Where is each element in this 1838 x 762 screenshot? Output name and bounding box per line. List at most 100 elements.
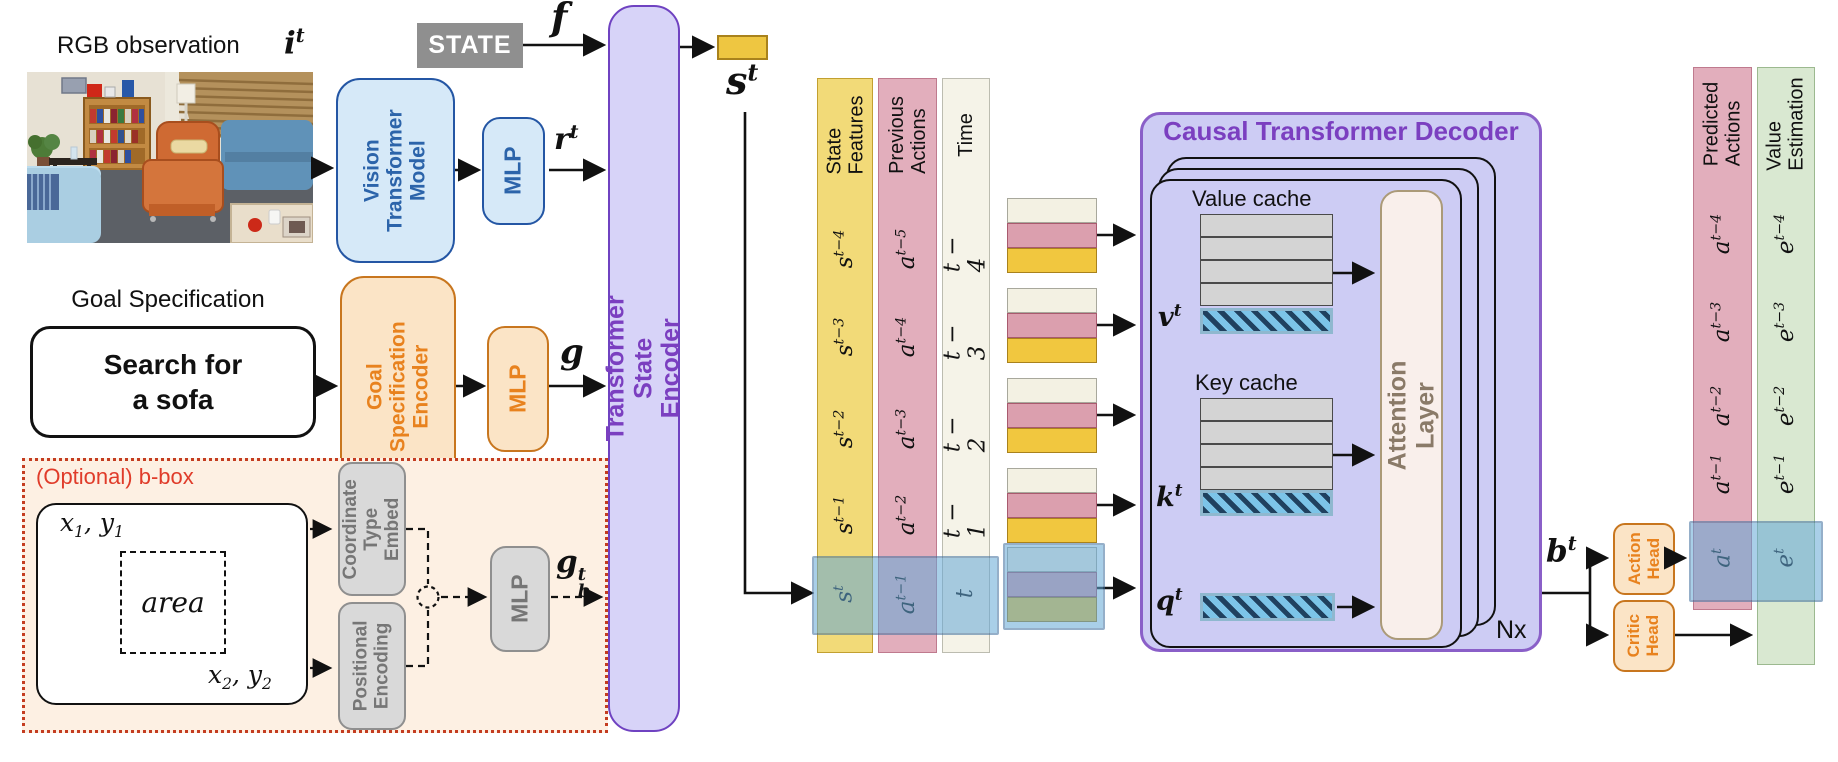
column-cell-label: et (1772, 548, 1799, 568)
bbox-area-label: area (141, 586, 205, 619)
token-group-5 (1007, 547, 1097, 622)
attention-layer-box: Attention Layer (1380, 190, 1443, 640)
state-token (1007, 518, 1097, 543)
column-previous-actions: Previous Actions at−5 at−4 at−3 at−2 at−1 (878, 78, 937, 653)
cache-row (1200, 237, 1333, 260)
cache-row (1200, 467, 1333, 490)
column-cell-label: t − 1 (939, 502, 991, 538)
state-token (1007, 428, 1097, 453)
state-input-label: STATE (428, 31, 512, 59)
proprioception-symbol: f (551, 0, 568, 39)
column-time: Time t − 4 t − 3 t − 2 t − 1 t (939, 78, 991, 653)
column-header-label: Time (954, 113, 977, 157)
column-cell-label: at−2 (1708, 385, 1736, 427)
token-group-2 (1007, 288, 1097, 363)
state-output-symbol: st (726, 58, 759, 103)
coordinate-type-embed-box: Coordinate Type Embed (338, 462, 406, 596)
state-token (1007, 248, 1097, 273)
time-token (1007, 198, 1097, 223)
action-token (1007, 403, 1097, 428)
column-cell-label: st−4 (831, 229, 858, 269)
column-value-estimation: Value Estimation et−4 et−3 et−2 et−1 et (1757, 67, 1815, 665)
column-header-state-features: State Features (818, 79, 872, 191)
state-token (1007, 338, 1097, 363)
column-cell-label: et−2 (1772, 385, 1799, 427)
key-cache-label: Key cache (1195, 370, 1298, 395)
critic-head-label: Critic Head (1624, 614, 1662, 658)
goal-specification-label: Goal Specification (71, 286, 265, 313)
goal-mlp-box: MLP (487, 326, 549, 452)
column-cell-label: at−1 (893, 573, 921, 615)
token-group-4 (1007, 468, 1097, 543)
column-cell-label: et−1 (1772, 453, 1799, 495)
column-header-label: Previous Actions (885, 96, 930, 174)
column-cell-label: et−4 (1772, 213, 1799, 255)
state-token-box (717, 35, 768, 60)
state-input-box: STATE (417, 23, 523, 68)
query-token-bar (1200, 593, 1335, 621)
cache-row (1200, 398, 1333, 421)
column-cell-label: st (831, 585, 858, 603)
column-cell-label: t − 3 (939, 324, 991, 360)
goal-text-box: Search for a sofa (30, 326, 316, 438)
decoder-output-symbol: bt (1546, 532, 1577, 570)
transformer-state-encoder-label: Transformer State Encoder (601, 295, 685, 442)
vision-output-symbol: rt (554, 122, 579, 157)
column-header-time: Time (943, 79, 989, 191)
repeat-count-label: Nx (1496, 616, 1527, 644)
column-cell-label: t − 2 (939, 416, 991, 452)
action-token (1007, 223, 1097, 248)
cache-row (1200, 421, 1333, 444)
column-cell-label: at−4 (1708, 213, 1736, 255)
value-cache-label: Value cache (1192, 186, 1312, 211)
column-header-label: Predicted Actions (1700, 81, 1745, 167)
critic-head-box: Critic Head (1613, 600, 1675, 672)
bbox-corner1-label: x1, y1 (60, 508, 124, 541)
column-cell-label: st−2 (831, 409, 858, 449)
time-token (1007, 468, 1097, 493)
key-cache-rows (1200, 398, 1333, 490)
transformer-state-encoder-box: Transformer State Encoder (602, 5, 685, 732)
value-symbol: vt (1158, 300, 1182, 333)
column-cell-label: st−3 (831, 317, 858, 357)
cache-row (1200, 283, 1333, 306)
action-token (1007, 493, 1097, 518)
column-cell-label: at (1708, 548, 1736, 568)
value-token-bar (1200, 308, 1333, 334)
column-header-label: Value Estimation (1764, 77, 1808, 171)
cache-row (1200, 214, 1333, 237)
column-cell-label: at−1 (1708, 453, 1736, 495)
action-head-box: Action Head (1613, 523, 1675, 595)
action-head-label: Action Head (1624, 532, 1662, 586)
column-header-previous-actions: Previous Actions (879, 79, 936, 191)
positional-encoding-box: Positional Encoding (338, 602, 406, 730)
optional-bbox-title: (Optional) b-box (36, 464, 194, 489)
bbox-mlp-box: MLP (490, 546, 550, 652)
query-symbol: qt (1156, 584, 1183, 617)
column-cell-label: at−2 (893, 494, 921, 536)
room-photo-image (27, 72, 313, 243)
column-cell-label: at−5 (893, 228, 921, 270)
column-cell-label: at−3 (893, 408, 921, 450)
cache-row (1200, 260, 1333, 283)
column-predicted-actions: Predicted Actions at−4 at−3 at−2 at−1 at (1693, 67, 1752, 610)
column-cell-label: st−1 (831, 495, 858, 535)
column-cell-label: et−3 (1772, 301, 1799, 343)
column-cell-label: t (952, 589, 979, 599)
bbox-mlp-label: MLP (506, 574, 533, 624)
cache-row (1200, 444, 1333, 467)
positional-encoding-label: Positional Encoding (350, 620, 393, 712)
time-token (1007, 288, 1097, 313)
image-symbol: it (284, 24, 305, 62)
action-token (1007, 313, 1097, 338)
rgb-observation-label: RGB observation (57, 32, 240, 59)
key-symbol: kt (1156, 480, 1183, 513)
coordinate-type-embed-label: Coordinate Type Embed (339, 478, 403, 580)
column-header-label: State Features (823, 95, 867, 175)
column-cell-label: at−4 (893, 316, 921, 358)
vision-mlp-label: MLP (499, 146, 526, 196)
bbox-area-rect: area (120, 551, 226, 654)
column-state-features: State Features st−4 st−3 st−2 st−1 st (817, 78, 873, 653)
goal-mlp-label: MLP (504, 364, 531, 414)
